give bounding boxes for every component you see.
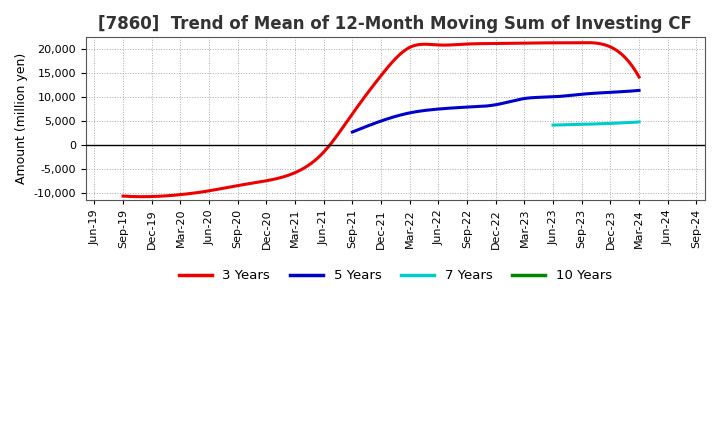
3 Years xyxy=(580,40,588,45)
3 Years xyxy=(428,42,436,47)
7 Years xyxy=(549,122,557,128)
3 Years xyxy=(138,194,146,199)
Y-axis label: Amount (million yen): Amount (million yen) xyxy=(15,53,28,184)
7 Years xyxy=(600,121,608,126)
Line: 7 Years: 7 Years xyxy=(553,122,639,125)
3 Years xyxy=(119,194,127,199)
Legend: 3 Years, 5 Years, 7 Years, 10 Years: 3 Years, 5 Years, 7 Years, 10 Years xyxy=(174,264,617,288)
Line: 3 Years: 3 Years xyxy=(123,43,639,197)
7 Years xyxy=(600,121,608,126)
5 Years xyxy=(348,129,356,135)
Line: 5 Years: 5 Years xyxy=(352,90,639,132)
5 Years xyxy=(590,91,598,96)
5 Years xyxy=(523,95,532,101)
7 Years xyxy=(626,120,635,125)
3 Years xyxy=(635,74,644,80)
3 Years xyxy=(426,42,435,47)
5 Years xyxy=(518,96,527,101)
7 Years xyxy=(601,121,610,126)
5 Years xyxy=(635,88,644,93)
3 Years xyxy=(120,194,129,199)
5 Years xyxy=(608,90,616,95)
3 Years xyxy=(555,40,564,45)
Title: [7860]  Trend of Mean of 12-Month Moving Sum of Investing CF: [7860] Trend of Mean of 12-Month Moving … xyxy=(99,15,693,33)
3 Years xyxy=(436,42,445,48)
3 Years xyxy=(590,40,598,46)
5 Years xyxy=(518,96,526,102)
7 Years xyxy=(621,120,630,125)
7 Years xyxy=(549,122,558,128)
7 Years xyxy=(635,119,644,125)
5 Years xyxy=(349,129,358,134)
